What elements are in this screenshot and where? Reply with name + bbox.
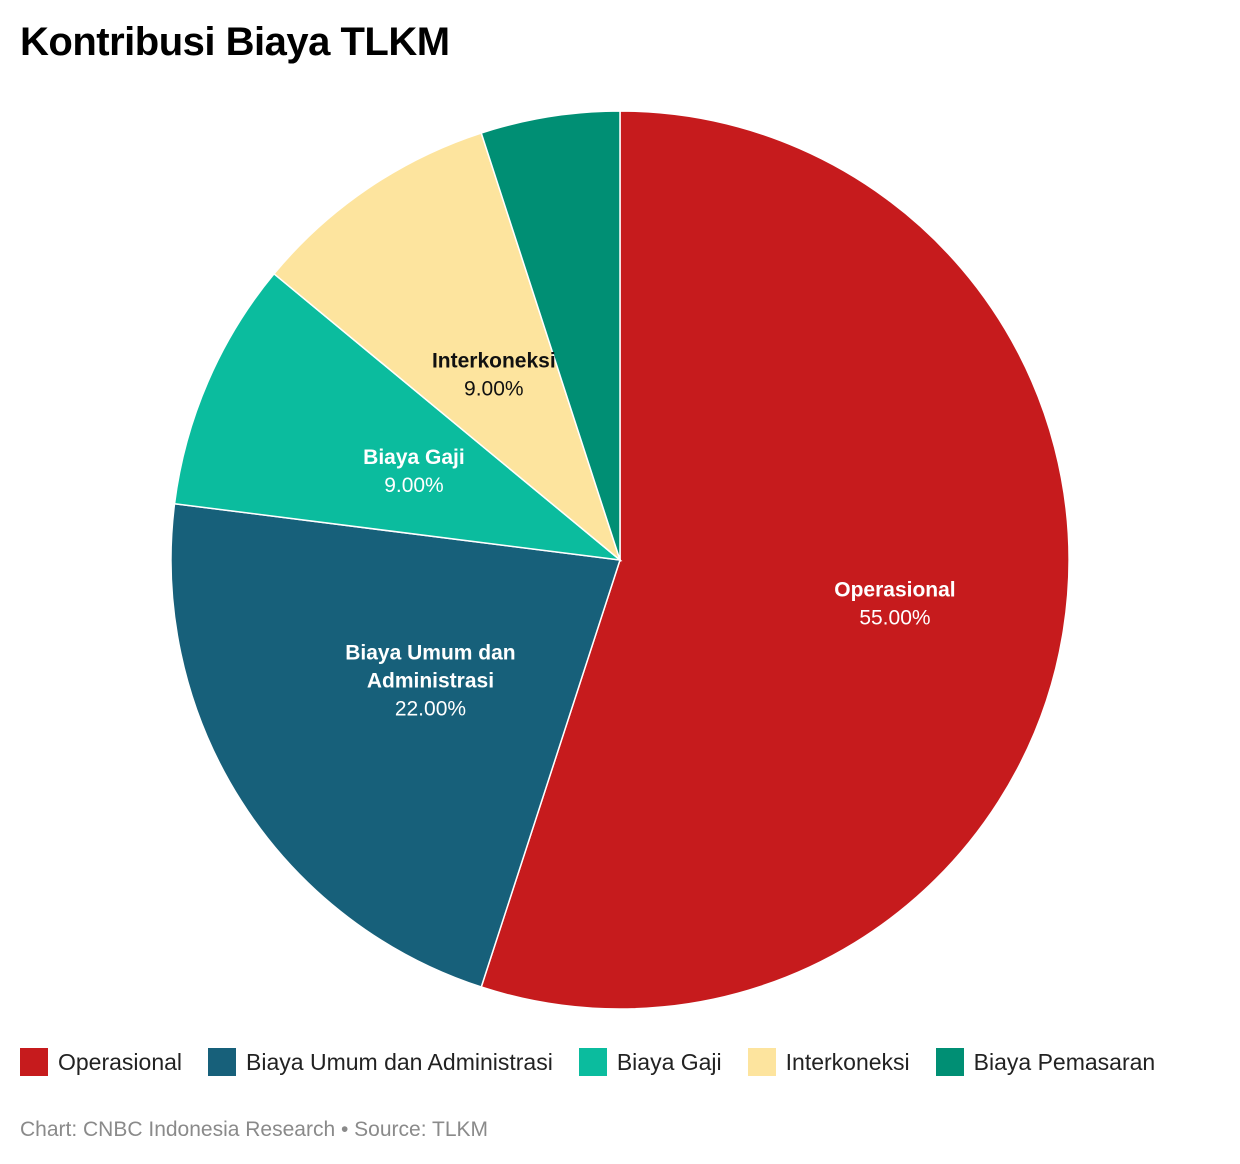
pie-chart: Operasional 55.00% Biaya Umum dan Administr… (170, 110, 1070, 1010)
legend-swatch (20, 1048, 48, 1076)
chart-title: Kontribusi Biaya TLKM (20, 20, 450, 64)
legend-label: Biaya Pemasaran (973, 1048, 1156, 1075)
slice-label-name: Interkoneksi (432, 349, 556, 372)
legend-label: Operasional (58, 1048, 183, 1075)
pie-slice-biaya-gaji (173, 272, 623, 562)
chart-credit: Chart: CNBC Indonesia Research • Source:… (20, 1118, 488, 1141)
pie-slice-interkoneksi (272, 132, 622, 563)
slice-label-operasional: Operasional 55.00% (834, 579, 955, 630)
slice-label-value: 55.00% (859, 607, 930, 630)
slice-label-biaya-umum-dan-administrasi: Biaya Umum dan Administrasi 22.00% (345, 641, 515, 720)
legend-label: Biaya Gaji (616, 1048, 722, 1075)
pie-slice-operasional (480, 110, 1070, 1010)
legend-item-biaya-pemasaran: Biaya Pemasaran (935, 1048, 1156, 1076)
slice-label-value: 9.00% (384, 474, 444, 497)
legend-item-interkoneksi: Interkoneksi (747, 1048, 910, 1076)
slice-label-name: Biaya Umum dan (345, 641, 515, 664)
legend-label: Biaya Umum dan Administrasi (246, 1048, 553, 1075)
legend-swatch (935, 1048, 964, 1076)
legend-item-biaya-umum-dan-administrasi: Biaya Umum dan Administrasi (208, 1048, 553, 1076)
pie-slice-biaya-umum-dan-administrasi (170, 502, 621, 988)
slice-label-biaya-gaji: Biaya Gaji 9.00% (363, 446, 465, 497)
slice-label-name: Administrasi (367, 669, 494, 692)
legend-item-operasional: Operasional (20, 1048, 182, 1076)
slice-label-name: Operasional (834, 579, 955, 602)
legend-swatch (747, 1048, 776, 1076)
legend-swatch (578, 1048, 607, 1076)
chart-legend: Operasional Biaya Umum dan Administrasi Bi… (20, 1048, 1181, 1076)
pie-slice-biaya-pemasaran (480, 110, 621, 561)
legend-item-biaya-gaji: Biaya Gaji (578, 1048, 722, 1076)
legend-swatch (208, 1048, 237, 1076)
slice-label-value: 9.00% (464, 377, 524, 400)
slice-label-interkoneksi: Interkoneksi 9.00% (432, 349, 556, 400)
slice-label-name: Biaya Gaji (363, 446, 465, 469)
slice-label-value: 22.00% (395, 697, 466, 720)
legend-label: Interkoneksi (785, 1048, 910, 1075)
